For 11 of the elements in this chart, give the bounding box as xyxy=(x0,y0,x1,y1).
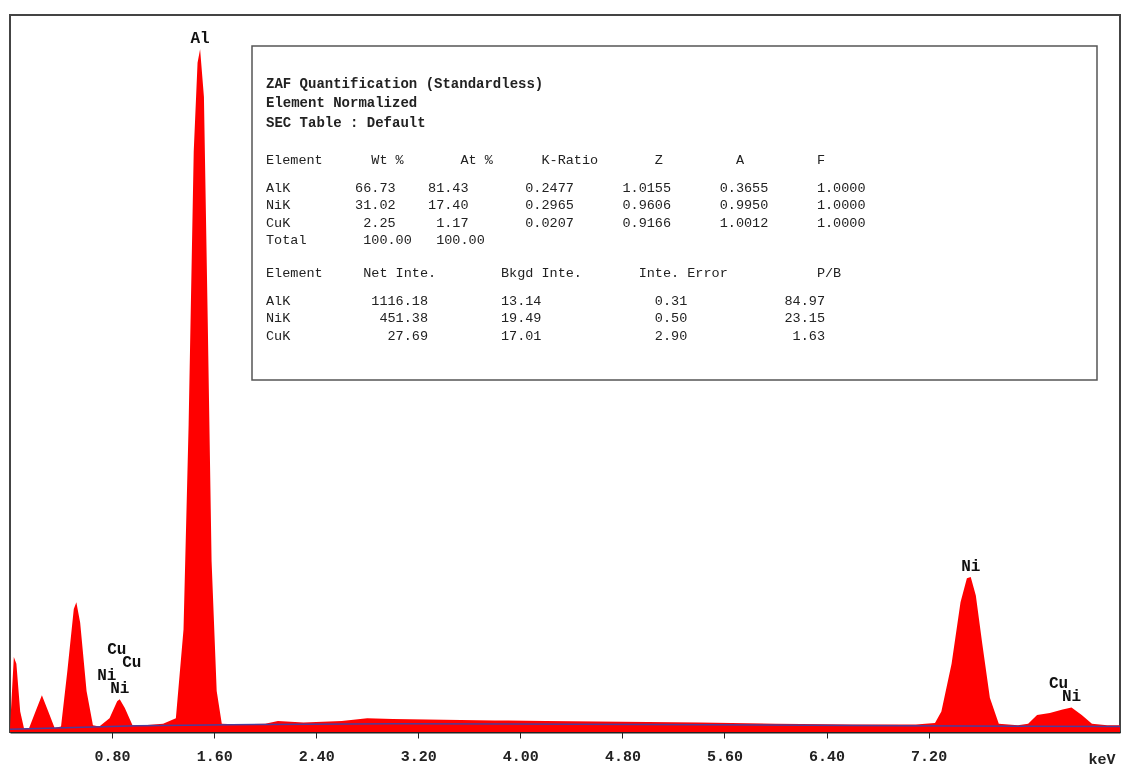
x-tick-label: 7.20 xyxy=(911,748,948,766)
x-tick-label: 4.80 xyxy=(604,748,641,766)
x-tick-label: 0.80 xyxy=(94,748,131,766)
x-tick-label: 6.40 xyxy=(809,748,846,766)
x-tick-label: 5.60 xyxy=(706,748,743,766)
x-tick-label: 3.20 xyxy=(400,748,437,766)
annotation: Al xyxy=(190,30,210,49)
x-axis-title: keV xyxy=(1088,751,1116,769)
x-tick-label: 4.00 xyxy=(502,748,539,766)
x-tick-label: 1.60 xyxy=(196,748,233,766)
x-tick-label: 2.40 xyxy=(298,748,335,766)
